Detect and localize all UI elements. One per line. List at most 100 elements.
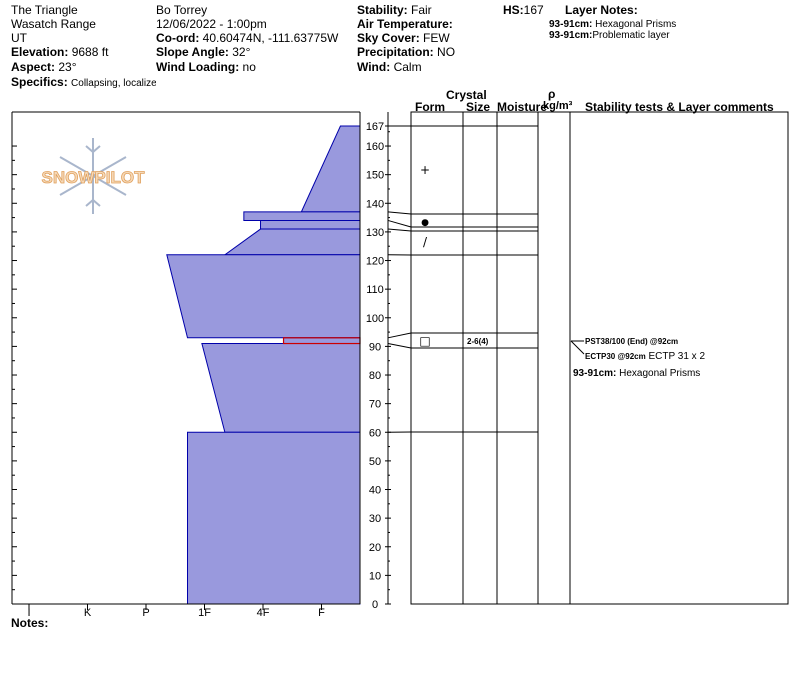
specifics: Specifics: Collapsing, localized <box>11 75 156 90</box>
hardness-layer <box>166 254 361 339</box>
notes-label: Notes: <box>11 616 49 630</box>
layer-note-1: 93-91cm: Hexagonal Prisms <box>549 19 676 31</box>
wind-value: Calm <box>393 60 422 74</box>
y-tick-label: 80 <box>369 370 381 382</box>
hardness-layer <box>260 219 361 230</box>
y-tick-label: 50 <box>369 456 381 468</box>
grain-form-symbol: ● <box>421 218 429 228</box>
x-tick-label: P <box>142 607 149 619</box>
col-density: kg/m³ <box>543 100 573 112</box>
sky-value: FEW <box>423 31 450 45</box>
stability-test-label: 93-91cm: Hexagonal Prisms <box>573 368 700 379</box>
wind-label: Wind: <box>357 60 391 74</box>
layer-note-2-range: 93-91cm: <box>549 30 593 41</box>
layer-connector <box>387 343 412 349</box>
hardness-layer <box>283 337 361 345</box>
y-tick-label: 160 <box>366 141 384 153</box>
y-tick-label: 120 <box>366 256 384 268</box>
range: Wasatch Range <box>11 17 96 31</box>
stability: Stability: Fair <box>357 3 432 17</box>
datetime: 12/06/2022 - 1:00pm <box>156 17 267 31</box>
x-tick-label: 1F <box>198 607 211 619</box>
slope-label: Slope Angle: <box>156 45 229 59</box>
stability-test-extra: Hexagonal Prisms <box>616 368 700 379</box>
layer-note-2-text: Problematic layer <box>592 30 670 41</box>
elevation: Elevation: 9688 ft <box>11 45 108 59</box>
aspect: Aspect: 23° <box>11 60 77 74</box>
col-crystal: Crystal <box>446 88 487 102</box>
layer-connector <box>387 332 412 339</box>
stability-test-label: ECTP30 @92cm ECTP 31 x 2 <box>585 351 705 362</box>
elevation-label: Elevation: <box>11 45 69 59</box>
hs-value: 167 <box>523 3 544 17</box>
y-tick-label: 70 <box>369 399 381 411</box>
y-tick-label: 100 <box>366 313 384 325</box>
specifics-value: Collapsing, localized <box>71 78 156 89</box>
layer-notes-title: Layer Notes: <box>565 3 638 17</box>
coord-value: 40.60474N, -111.63775W <box>202 31 339 45</box>
precipitation: Precipitation: NO <box>357 45 455 59</box>
y-tick-label: 20 <box>369 542 381 554</box>
hardness-layer <box>187 431 361 605</box>
y-tick-label: 150 <box>366 170 384 182</box>
elevation-value: 9688 ft <box>71 45 109 59</box>
hardness-axis: I K P 1F 4F F <box>27 604 325 619</box>
layer-grid <box>387 111 789 605</box>
location: The Triangle <box>11 3 78 17</box>
stability-tests: PST38/100 (End) @92cm ECTP30 @92cm ECTP 3… <box>570 337 705 379</box>
sky-cover: Sky Cover: FEW <box>357 31 450 45</box>
col-moisture: Moisture <box>497 100 548 114</box>
layer-connector <box>387 228 412 232</box>
wind-loading-label: Wind Loading: <box>156 60 240 74</box>
y-tick-label: 60 <box>369 427 381 439</box>
aspect-label: Aspect: <box>11 60 56 74</box>
wind: Wind: Calm <box>357 60 422 74</box>
grain-symbols: + ● / □ 2-6(4) <box>419 163 488 348</box>
wind-loading-value: no <box>242 60 256 74</box>
col-size: Size <box>466 100 491 114</box>
sky-label: Sky Cover: <box>357 31 420 45</box>
logo-text: SNOWPILOT <box>42 168 146 187</box>
precip-label: Precipitation: <box>357 45 434 59</box>
wind-loading: Wind Loading: no <box>156 60 256 74</box>
y-tick-label: 10 <box>369 570 381 582</box>
stability-test-label: PST38/100 (End) @92cm <box>585 337 678 346</box>
grain-size-label: 2-6(4) <box>467 337 489 346</box>
x-tick-label: F <box>318 607 325 619</box>
stability-value: Fair <box>411 3 432 17</box>
test-pointer <box>570 340 585 355</box>
y-tick-label: 0 <box>372 599 378 611</box>
hardness-layer <box>300 125 361 213</box>
snowflake-icon <box>59 138 127 214</box>
hardness-profile <box>166 125 361 605</box>
y-tick-label: 130 <box>366 227 384 239</box>
slope: Slope Angle: 32° <box>156 45 250 59</box>
grain-form-symbol: / <box>423 235 428 249</box>
y-tick-label: 40 <box>369 485 381 497</box>
layer-connector <box>387 219 412 228</box>
hardness-layer <box>201 343 361 433</box>
grain-form-symbol: □ <box>419 334 430 348</box>
hs: HS:167 <box>503 3 544 17</box>
col-rho: ρ <box>548 87 556 101</box>
x-tick-label: I <box>27 607 30 619</box>
layer-note-2: 93-91cm:Problematic layer <box>549 30 670 42</box>
layer-note-1-range: 93-91cm: <box>549 19 593 30</box>
y-tick-label: 140 <box>366 198 384 210</box>
hs-label: HS: <box>503 3 524 17</box>
x-tick-label: 4F <box>257 607 270 619</box>
x-tick-label: K <box>84 607 92 619</box>
grid-frame <box>410 111 789 605</box>
layer-note-1-text: Hexagonal Prisms <box>595 19 677 30</box>
state: UT <box>11 31 27 45</box>
coord: Co-ord: 40.60474N, -111.63775W <box>156 31 338 45</box>
y-tick-label: 90 <box>369 341 381 353</box>
aspect-value: 23° <box>58 60 77 74</box>
col-comments: Stability tests & Layer comments <box>585 100 774 114</box>
air-temp-label: Air Temperature: <box>357 17 453 31</box>
hardness-frame <box>11 111 361 605</box>
layer-connector <box>387 211 412 215</box>
snowpilot-logo: SNOWPILOT <box>41 138 146 214</box>
y-tick-label: 167 <box>366 121 384 133</box>
